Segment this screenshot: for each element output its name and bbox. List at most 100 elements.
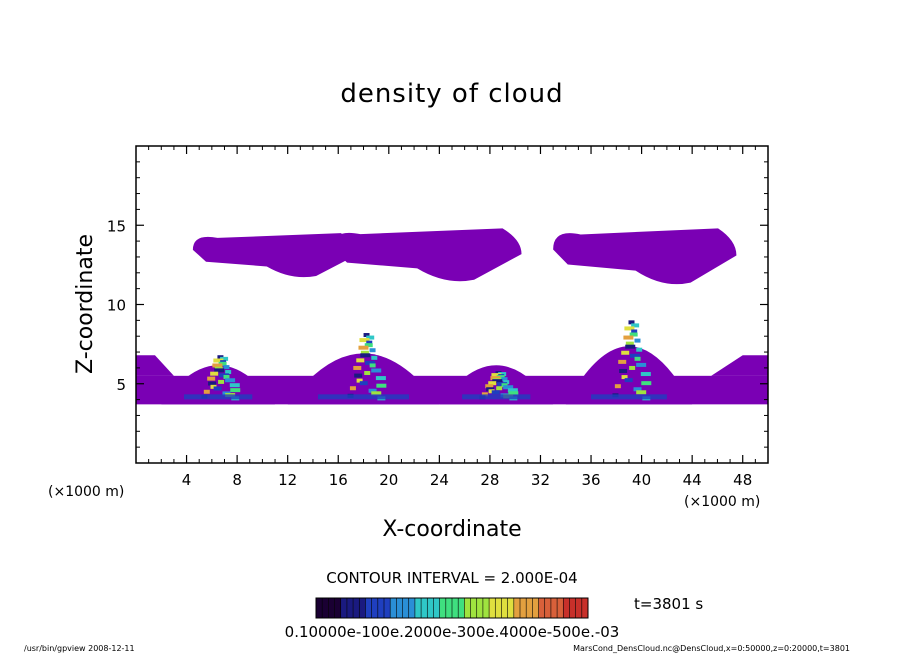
cloud-region (553, 228, 737, 285)
colorbar (315, 598, 588, 618)
cloud-core-cell (634, 356, 641, 361)
colorbar-segment (322, 598, 329, 618)
x-unit-label: (×1000 m) (684, 494, 760, 510)
cloud-base-band (318, 394, 410, 400)
colorbar-segment (371, 598, 378, 618)
cloud-core-cell (218, 379, 225, 384)
cloud-core-cell (229, 383, 240, 388)
colorbar-segment (414, 598, 422, 618)
cloud-core-cell (624, 378, 633, 383)
cloud-core-cell (496, 375, 505, 380)
cloud-core-cell (208, 381, 217, 386)
cloud-core-cell (634, 338, 641, 343)
colorbar-segment (532, 598, 539, 618)
cloud-core-cell (628, 320, 635, 325)
cloud-base-band (591, 394, 667, 400)
colorbar-segment (439, 598, 446, 618)
cloud-core-cell (223, 374, 230, 379)
cloud-core-cell (488, 381, 497, 386)
colorbar-segment (433, 598, 440, 618)
cloud-core-cell (371, 368, 382, 373)
y-tick-label: 5 (116, 376, 126, 394)
cloud-core-cell (491, 373, 502, 378)
colorbar-segment (365, 598, 372, 618)
x-tick-label: 24 (430, 471, 449, 489)
cloud-region (287, 353, 440, 405)
colorbar-segment (384, 598, 391, 618)
cloud-core-cell (360, 350, 369, 355)
cloud-region (136, 355, 174, 376)
colorbar-segment (377, 598, 384, 618)
cloud-core-cell (213, 358, 224, 363)
y-unit-label: (×1000 m) (48, 484, 124, 500)
cloud-core-cell (207, 376, 216, 381)
cloud-core-cell (490, 376, 501, 381)
cloud-core-cell (371, 391, 382, 396)
colorbar-segment (408, 598, 415, 618)
cloud-core-cell (218, 361, 227, 366)
x-tick-label: 40 (632, 471, 651, 489)
colorbar-segment (458, 598, 465, 618)
cloud-core-cell (636, 362, 647, 367)
cloud-core-cell (485, 384, 494, 389)
cloud-base-band (462, 394, 531, 400)
cloud-core-cell (629, 332, 638, 337)
cloud-core-cell (230, 388, 241, 393)
colorbar-segment (507, 598, 514, 618)
x-tick-label: 48 (733, 471, 752, 489)
cloud-base-band (184, 394, 253, 400)
cloud-region (711, 355, 768, 376)
y-tick-label: 10 (107, 297, 126, 315)
cloud-core-cell (636, 347, 643, 352)
colorbar-segment (569, 598, 576, 618)
cloud-core-cell (491, 390, 500, 395)
cloud-core-cell (354, 373, 363, 378)
cloud-core-cell (368, 388, 377, 393)
contour-interval-label: CONTOUR INTERVAL = 2.000E-04 (326, 569, 577, 587)
cloud-core-cell (640, 372, 651, 377)
footer-left: /usr/bin/gpview 2008-12-11 (24, 644, 135, 653)
cloud-core-cell (369, 363, 376, 368)
cloud-core-cell (625, 344, 636, 349)
cloud-core-layer (184, 320, 667, 401)
cloud-core-cell (488, 389, 495, 394)
cloud-region (192, 233, 358, 278)
y-tick-label: 15 (107, 217, 126, 235)
cloud-core-cell (631, 323, 640, 328)
colorbar-segment (396, 598, 403, 618)
cloud-core-cell (212, 363, 223, 368)
x-tick-label: 12 (278, 471, 297, 489)
cloud-core-cell (365, 360, 376, 365)
colorbar-segment (501, 598, 508, 618)
colorbar-segment (445, 598, 452, 618)
cloud-core-cell (636, 390, 647, 395)
cloud-core-cell (508, 391, 519, 396)
colorbar-segment (334, 598, 341, 618)
cloud-core-cell (501, 377, 508, 382)
x-axis-label: X-coordinate (382, 517, 521, 542)
cloud-core-cell (621, 375, 628, 380)
cloud-core-cell (359, 338, 370, 343)
cloud-core-cell (359, 381, 368, 386)
footer-right: MarsCond_DensCloud.nc@DensCloud,x=0:5000… (573, 644, 850, 653)
x-tick-label: 8 (232, 471, 242, 489)
cloud-core-cell (481, 392, 488, 397)
colorbar-segment (402, 598, 409, 618)
colorbar-segment (495, 598, 502, 618)
cloud-core-cell (214, 368, 225, 373)
cloud-core-cell (371, 355, 378, 360)
cloud-core-cell (210, 371, 219, 376)
cloud-core-cell (624, 326, 635, 331)
cloud-core-cell (633, 387, 642, 392)
cloud-core-cell (364, 371, 371, 376)
cloud-core-cell (503, 385, 514, 390)
y-axis-label: Z-coordinate (73, 234, 98, 374)
colorbar-segment (340, 598, 347, 618)
colorbar-segment (316, 598, 323, 618)
colorbar-segment (482, 598, 490, 618)
cloud-core-cell (364, 343, 373, 348)
cloud-core-cell (358, 345, 369, 350)
colorbar-segment (464, 598, 471, 618)
colorbar-segment (390, 598, 397, 618)
